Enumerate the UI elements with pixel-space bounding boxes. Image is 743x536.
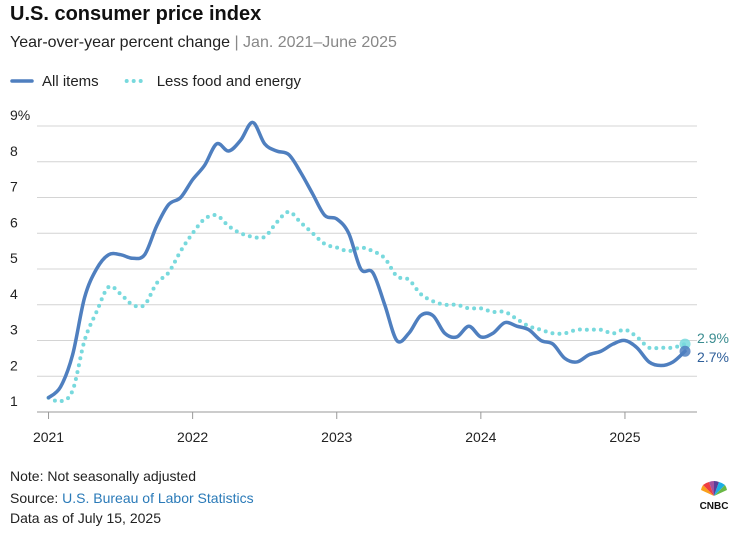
x-tick-label: 2021 [33,429,64,445]
subtitle: Year-over-year percent change [10,34,230,51]
y-tick-label: 1 [10,393,18,409]
y-tick-label: 8 [10,143,18,159]
y-tick-label: 3 [10,322,18,338]
end-marker [679,345,691,357]
x-tick-label: 2022 [177,429,208,445]
y-tick-label: 7 [10,179,18,195]
chart-subtitle: Year-over-year percent change | Jan. 202… [10,34,397,51]
legend-label: All items [42,73,99,90]
source: Source: U.S. Bureau of Labor Statistics [10,490,254,506]
legend-label: Less food and energy [157,73,302,90]
date-note: Data as of July 15, 2025 [10,510,161,526]
y-tick-label: 9% [10,107,30,123]
logo-text: CNBC [700,501,729,512]
source-link[interactable]: U.S. Bureau of Labor Statistics [62,490,253,506]
source-label: Source: [10,490,58,506]
x-tick-label: 2024 [465,429,496,445]
x-tick-label: 2023 [321,429,352,445]
data-label: 2.9% [697,330,729,346]
logo: CNBC [700,481,729,512]
x-tick-label: 2025 [609,429,640,445]
legend: All items Less food and energy [10,73,302,90]
y-tick-label: 5 [10,250,18,266]
data-label: 2.7% [697,349,729,365]
y-tick-label: 6 [10,214,18,230]
series-line [46,209,688,404]
y-tick-label: 2 [10,357,18,373]
y-tick-label: 4 [10,286,18,302]
subtitle-range: | Jan. 2021–June 2025 [234,34,397,51]
note: Note: Not seasonally adjusted [10,468,196,484]
chart-title: U.S. consumer price index [10,3,261,25]
plot-area: 1 2 3 4 5 6 7 8 9% 2021 2022 2023 2024 2025 2.9% 2.7% [10,107,729,445]
series-line [46,120,687,400]
